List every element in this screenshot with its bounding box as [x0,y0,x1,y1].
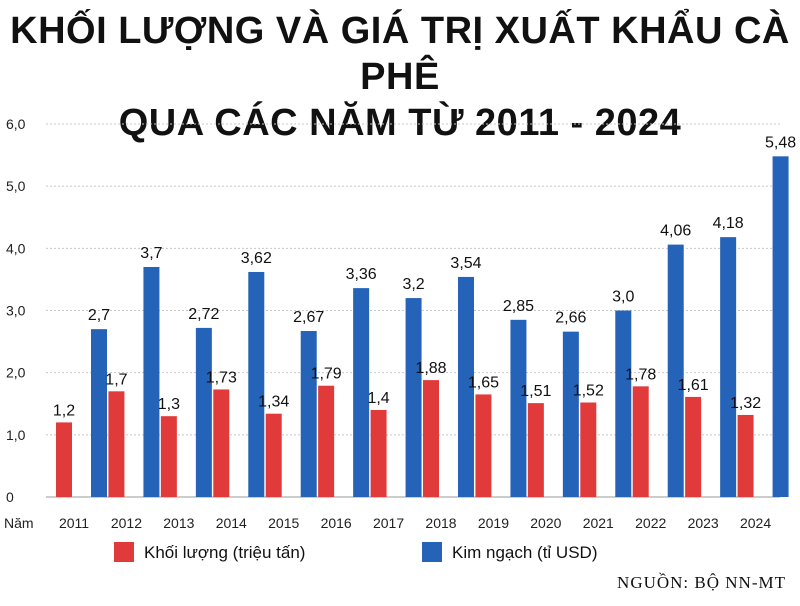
bar-khoi-luong [108,391,125,497]
chart-title-line-2: QUA CÁC NĂM TỪ 2011 - 2024 [118,102,682,144]
bar-kim-ngach [195,327,212,497]
data-label-kim-ngach: 3,36 [346,266,377,283]
bar-kim-ngach [667,244,684,497]
bar-kim-ngach [300,331,317,497]
x-tick-label: 2016 [321,515,352,531]
bar-khoi-luong [632,386,649,497]
chart-title-line-1: KHỐI LƯỢNG VÀ GIÁ TRỊ XUẤT KHẨU CÀ PHÊ [10,10,790,98]
data-label-khoi-luong: 1,34 [258,394,289,411]
bar-khoi-luong [213,389,230,497]
y-tick-label: 0 [6,489,14,505]
data-label-khoi-luong: 1,73 [206,369,237,386]
data-label-khoi-luong: 1,32 [730,395,761,412]
legend-label-kim-ngach: Kim ngạch (tỉ USD) [452,543,597,562]
y-tick-label: 5,0 [6,178,26,194]
x-tick-label: 2017 [373,515,404,531]
data-label-kim-ngach: 2,7 [88,307,110,324]
x-tick-label: 2023 [688,515,719,531]
bar-khoi-luong [160,416,177,497]
data-label-khoi-luong: 1,88 [415,360,446,377]
bar-kim-ngach [353,288,370,497]
data-label-khoi-luong: 1,3 [158,396,180,413]
bar-kim-ngach [615,310,632,497]
data-label-kim-ngach: 5,48 [765,134,796,151]
bar-khoi-luong [56,422,72,497]
data-label-kim-ngach: 4,18 [713,215,744,232]
legend-swatch-kim-ngach [422,542,442,562]
bar-kim-ngach [772,156,789,497]
bar-khoi-luong [265,413,282,497]
source-note: NGUỒN: BỘ NN-MT [617,573,786,592]
x-tick-label: 2019 [478,515,509,531]
bar-khoi-luong [527,403,544,497]
data-label-khoi-luong: 1,7 [105,371,127,388]
bar-khoi-luong [580,402,597,497]
data-label-kim-ngach: 3,54 [450,255,481,272]
bar-kim-ngach [405,298,422,497]
x-tick-label: 2020 [530,515,561,531]
x-tick-label: 2018 [425,515,456,531]
y-tick-label: 6,0 [6,116,26,132]
data-label-khoi-luong: 1,4 [367,390,389,407]
bar-khoi-luong [423,380,439,497]
data-label-khoi-luong: 1,2 [53,402,75,419]
data-label-kim-ngach: 3,7 [140,245,162,262]
bar-khoi-luong [737,414,754,497]
data-label-khoi-luong: 1,52 [573,383,604,400]
data-label-kim-ngach: 2,72 [188,306,219,323]
data-label-kim-ngach: 4,06 [660,223,691,240]
x-tick-label: 2015 [268,515,299,531]
bar-kim-ngach [562,331,579,497]
data-label-kim-ngach: 2,85 [503,298,534,315]
x-tick-label: 2012 [111,515,142,531]
bar-khoi-luong [685,396,702,497]
data-label-khoi-luong: 1,78 [625,366,656,383]
data-label-kim-ngach: 2,67 [293,309,324,326]
x-axis-label: Năm [4,515,34,531]
data-label-kim-ngach: 3,62 [241,250,272,267]
y-tick-label: 1,0 [6,427,26,443]
data-label-khoi-luong: 1,65 [468,374,499,391]
bar-kim-ngach [248,271,265,497]
y-tick-label: 3,0 [6,303,26,319]
data-label-kim-ngach: 2,66 [555,310,586,327]
bar-kim-ngach [458,276,474,497]
x-tick-label: 2022 [635,515,666,531]
x-tick-label: 2021 [583,515,614,531]
legend-label-khoi-luong: Khối lượng (triệu tấn) [144,543,305,562]
bar-kim-ngach [510,319,527,497]
y-tick-label: 4,0 [6,240,26,256]
bar-khoi-luong [370,409,387,497]
legend-swatch-khoi-luong [114,542,134,562]
bar-kim-ngach [720,237,737,498]
chart-title: KHỐI LƯỢNG VÀ GIÁ TRỊ XUẤT KHẨU CÀ PHÊ Q… [0,8,800,146]
bar-kim-ngach [143,266,160,497]
y-tick-label: 2,0 [6,365,26,381]
data-label-khoi-luong: 1,61 [678,377,709,394]
data-label-khoi-luong: 1,79 [311,366,342,383]
x-tick-label: 2013 [163,515,194,531]
bar-kim-ngach [91,329,107,497]
data-label-khoi-luong: 1,51 [520,383,551,400]
x-tick-label: 2011 [59,515,89,531]
bar-khoi-luong [318,385,335,497]
data-label-kim-ngach: 3,0 [612,289,634,306]
x-tick-label: 2024 [740,515,771,531]
bar-khoi-luong [475,394,492,497]
data-label-kim-ngach: 3,2 [402,276,424,293]
x-tick-label: 2014 [216,515,247,531]
